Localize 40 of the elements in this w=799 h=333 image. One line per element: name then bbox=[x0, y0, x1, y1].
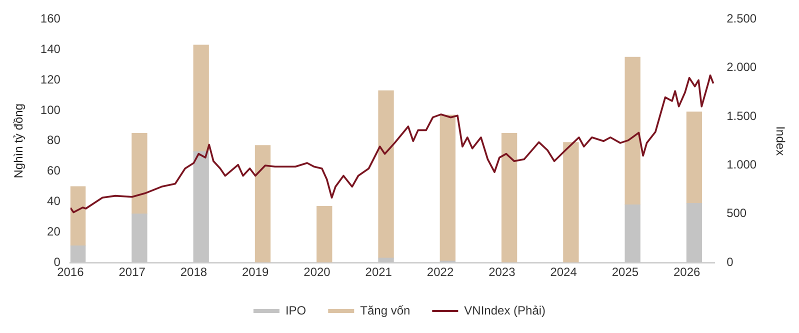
legend-label: IPO bbox=[285, 303, 306, 318]
y2-axis-title: Index bbox=[773, 126, 788, 156]
x-tick-label: 2017 bbox=[118, 265, 146, 280]
bar bbox=[378, 90, 394, 258]
legend-label: Tăng vốn bbox=[360, 303, 410, 318]
y-tick-label: 120 bbox=[40, 72, 61, 86]
bar bbox=[563, 142, 579, 263]
x-tick-label: 2026 bbox=[673, 265, 700, 280]
bar bbox=[254, 145, 271, 263]
bar bbox=[316, 206, 332, 263]
x-tick-label: 2025 bbox=[612, 265, 639, 280]
x-tick-label: 2020 bbox=[304, 265, 331, 280]
bar bbox=[686, 112, 702, 204]
y2-tick-label: 500 bbox=[726, 206, 747, 220]
bar bbox=[624, 56, 640, 206]
bar bbox=[501, 132, 518, 263]
bar bbox=[132, 132, 148, 214]
y-tick-label: 160 bbox=[40, 12, 61, 26]
x-tick-label: 2019 bbox=[242, 265, 270, 280]
x-tick-label: 2024 bbox=[550, 265, 578, 280]
bar bbox=[193, 44, 209, 152]
y-tick-label: 60 bbox=[47, 164, 61, 178]
bar bbox=[440, 114, 456, 262]
y2-tick-label: 0 bbox=[726, 254, 734, 269]
y-tick-label: 20 bbox=[47, 224, 61, 238]
y2-tick-label: 1.000 bbox=[726, 158, 757, 172]
x-tick-label: 2023 bbox=[488, 265, 516, 280]
legend-label: VNIndex (Phải) bbox=[464, 303, 546, 318]
x-tick-label: 2022 bbox=[426, 265, 454, 280]
x-tick-label: 2018 bbox=[180, 265, 208, 280]
y2-tick-label: 2.500 bbox=[726, 12, 757, 26]
y-axis-title: Nghìn tỷ đồng bbox=[12, 104, 26, 178]
y-tick-label: 40 bbox=[47, 194, 61, 208]
y2-tick-label: 1.500 bbox=[726, 108, 757, 123]
y-tick-label: 80 bbox=[47, 133, 61, 148]
y-tick-label: 100 bbox=[40, 102, 61, 117]
y-tick-label: 140 bbox=[40, 42, 61, 56]
x-tick-label: 2021 bbox=[365, 265, 392, 280]
y2-tick-label: 2.000 bbox=[726, 60, 757, 74]
bar bbox=[70, 186, 86, 246]
